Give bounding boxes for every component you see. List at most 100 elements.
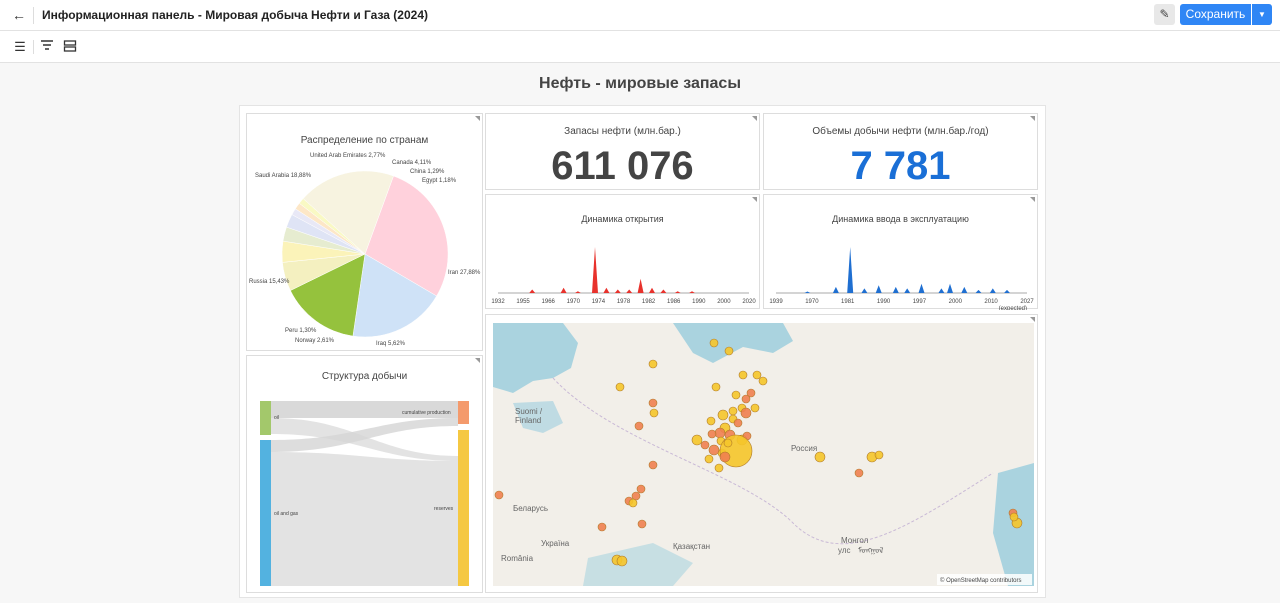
map-marker[interactable] <box>731 390 741 400</box>
commissioning-chart-title: Динамика ввода в эксплуатацию <box>832 214 969 224</box>
map-marker[interactable] <box>723 438 733 448</box>
card-menu-icon[interactable] <box>475 116 480 121</box>
map-marker[interactable] <box>616 555 628 567</box>
x-tick-label: 2027 <box>1020 299 1034 305</box>
map-attribution-bg <box>937 574 1032 585</box>
map-marker[interactable] <box>728 406 738 416</box>
arrow-left-icon[interactable]: ← <box>12 7 26 23</box>
pie-label-uae: United Arab Emirates 2,77% <box>310 153 386 159</box>
commissioning-chart-card: Динамика ввода в эксплуатацию 1939 1970 19… <box>763 194 1038 310</box>
pie-chart: United Arab Emirates 2,77% Canada 4,11% … <box>249 153 481 347</box>
divider <box>33 40 34 54</box>
map-view[interactable]: Suomi / Finland Россия Беларусь Україна … <box>493 323 1034 586</box>
sankey-link-oil-reserves <box>271 418 458 461</box>
filter-icon[interactable] <box>39 39 55 55</box>
sankey-card: Структура добычи oil oil and gas cumulat… <box>246 355 483 593</box>
map-marker[interactable] <box>597 522 607 532</box>
sankey-link-oilgas-reserves <box>271 452 458 586</box>
pie-slice-other[interactable] <box>302 170 394 255</box>
map-marker[interactable] <box>814 451 826 463</box>
pie-label-iran: Iran 27,88% <box>448 270 481 276</box>
pie-slice-russia[interactable] <box>290 253 366 337</box>
map-marker[interactable] <box>1009 512 1019 522</box>
map-label-finland-2: Finland <box>515 416 541 425</box>
divider <box>33 7 34 24</box>
pie-chart-card: Распределение по странам United Arab Emi… <box>246 113 483 351</box>
save-button[interactable]: Сохранить <box>1180 4 1251 25</box>
card-menu-icon[interactable] <box>1030 317 1035 322</box>
area-series[interactable] <box>773 247 1030 293</box>
x-tick-label: 1978 <box>617 299 631 305</box>
map-marker[interactable] <box>494 490 504 500</box>
map-marker[interactable] <box>724 346 734 356</box>
map-marker[interactable] <box>717 409 729 421</box>
card-menu-icon[interactable] <box>752 116 757 121</box>
map-label-kazakhstan: Қазақстан <box>673 542 710 551</box>
map-marker[interactable] <box>648 460 658 470</box>
map-attribution[interactable]: © OpenStreetMap contributors <box>940 577 1021 584</box>
map-marker[interactable] <box>648 359 658 369</box>
map-marker[interactable] <box>708 444 720 456</box>
map-marker[interactable] <box>637 519 647 529</box>
map-marker[interactable] <box>628 498 638 508</box>
map-marker[interactable] <box>711 382 721 392</box>
sankey-chart: oil oil and gas cumulative production re… <box>260 401 469 586</box>
map-marker[interactable] <box>636 484 646 494</box>
save-dropdown-button[interactable]: ▼ <box>1252 4 1272 25</box>
pie-label-russia: Russia 15,43% <box>249 279 290 285</box>
x-tick-label: 1986 <box>667 299 681 305</box>
map-marker[interactable] <box>615 382 625 392</box>
pie-label-iraq: Iraq 5,62% <box>376 341 406 347</box>
x-tick-label: 1966 <box>542 299 556 305</box>
map-marker[interactable] <box>691 434 703 446</box>
pie-slice-saudi-arabia[interactable] <box>352 253 437 338</box>
map-marker[interactable] <box>746 388 756 398</box>
sankey-node-cumulative <box>458 401 469 424</box>
map-marker[interactable] <box>740 407 752 419</box>
map-marker[interactable] <box>758 376 768 386</box>
edit-button[interactable]: ✎ <box>1154 4 1175 25</box>
layout-rows-icon[interactable] <box>62 39 78 55</box>
sankey-link-oilgas-cumulative <box>271 418 458 452</box>
map-marker[interactable] <box>704 454 714 464</box>
sankey-node-oil <box>260 401 271 435</box>
kpi-reserves-title: Запасы нефти (млн.бар.) <box>564 126 681 137</box>
area-series[interactable] <box>495 247 752 293</box>
map-marker[interactable] <box>874 450 884 460</box>
x-tick-label: 1970 <box>805 299 819 305</box>
map-marker[interactable] <box>714 427 726 439</box>
map-marker[interactable] <box>707 429 717 439</box>
sankey-node-oil-and-gas <box>260 440 271 586</box>
map-marker[interactable] <box>719 451 731 463</box>
map-marker[interactable] <box>648 398 658 408</box>
card-menu-icon[interactable] <box>1030 197 1035 202</box>
map-marker[interactable] <box>709 338 719 348</box>
map-marker[interactable] <box>738 370 748 380</box>
map-marker[interactable] <box>634 421 644 431</box>
dashboard-toolbar: ☰ <box>0 31 1280 63</box>
map-marker[interactable] <box>750 403 760 413</box>
x-tick-label: 2000 <box>717 299 731 305</box>
pencil-icon: ✎ <box>1159 7 1170 21</box>
map-marker[interactable] <box>854 468 864 478</box>
map-marker[interactable] <box>706 416 716 426</box>
card-menu-icon[interactable] <box>752 197 757 202</box>
map-marker[interactable] <box>733 418 743 428</box>
card-menu-icon[interactable] <box>1030 116 1035 121</box>
map-marker[interactable] <box>700 440 710 450</box>
card-menu-icon[interactable] <box>475 358 480 363</box>
map-label-finland-1: Suomi / <box>515 407 543 416</box>
x-tick-label: 1982 <box>642 299 656 305</box>
kpi-production-value: 7 781 <box>850 144 951 188</box>
map-marker[interactable] <box>741 394 751 404</box>
hamburger-menu-icon[interactable]: ☰ <box>14 39 26 54</box>
x-tick-label: 1981 <box>841 299 855 305</box>
map-background <box>493 323 1034 586</box>
map-marker[interactable] <box>752 370 762 380</box>
map-marker[interactable] <box>649 408 659 418</box>
sankey-link-oil-cumulative <box>271 401 458 418</box>
pie-chart-title: Распределение по странам <box>300 135 429 146</box>
map-marker[interactable] <box>714 463 724 473</box>
map-label-mongolia-1: Монгол <box>841 536 869 545</box>
x-tick-label: 2010 <box>984 299 998 305</box>
